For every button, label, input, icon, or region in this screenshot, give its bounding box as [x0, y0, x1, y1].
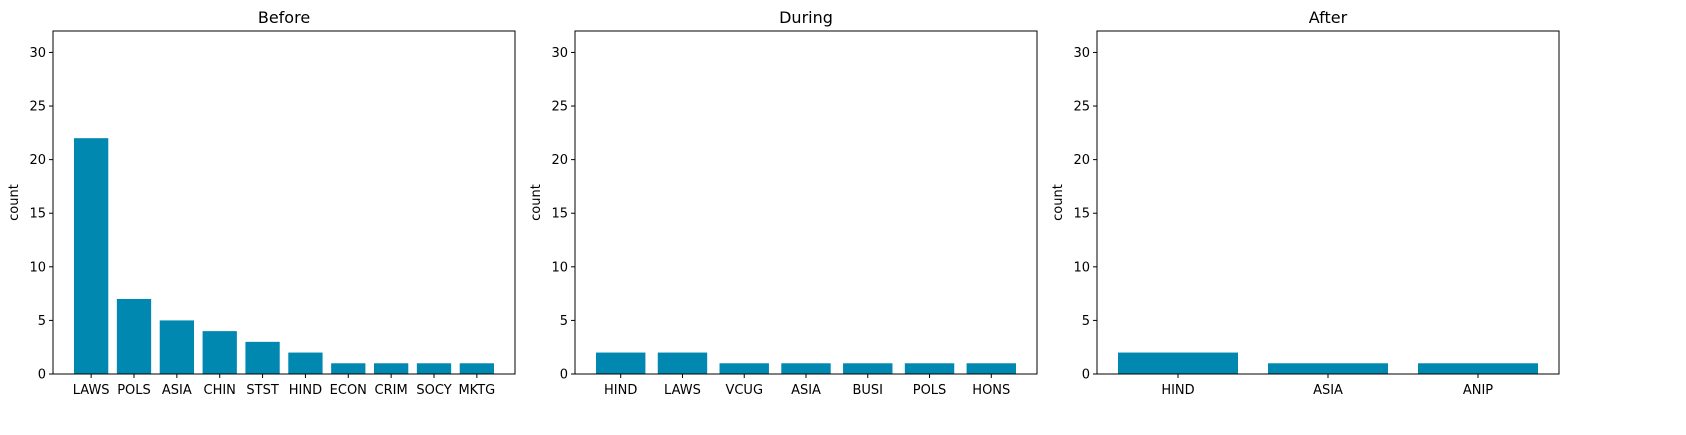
x-tick-label-hons: HONS — [972, 383, 1010, 398]
y-tick-label: 20 — [29, 153, 46, 168]
bar-hind — [1118, 352, 1238, 374]
bar-stst — [245, 341, 280, 374]
y-tick-label: 5 — [1082, 314, 1090, 329]
y-tick-label: 15 — [29, 207, 46, 222]
bar-vcug — [719, 363, 769, 374]
bar-hind — [288, 352, 323, 374]
panel-after: 0 5 10 15 20 25 30 HIND ASIA ANIP After count — [1051, 8, 1560, 398]
bar-chin — [202, 331, 237, 374]
bar-asia — [1268, 363, 1388, 374]
y-tick-label: 20 — [551, 153, 568, 168]
bar-laws — [657, 352, 708, 374]
bar-laws — [74, 138, 109, 374]
x-tick-label-anip: ANIP — [1463, 383, 1493, 398]
panel-before: 0 5 10 15 20 25 30 LAWS POLS ASIA CHIN STST HIND ECON… — [7, 8, 516, 398]
x-tick-label-hind: HIND — [604, 383, 637, 398]
y-tick-label: 5 — [38, 314, 46, 329]
x-tick-label-chin: CHIN — [204, 383, 236, 398]
bar-pols — [116, 298, 152, 374]
y-axis-label: count — [529, 184, 544, 221]
x-tick-label-asia: ASIA — [791, 383, 821, 398]
bar-hind — [596, 352, 646, 374]
y-tick-label: 20 — [1073, 153, 1090, 168]
x-tick-label-busi: BUSI — [852, 383, 883, 398]
bar-mktg — [459, 363, 494, 374]
chart-title-before: Before — [258, 8, 310, 27]
y-axis-label: count — [1051, 184, 1066, 221]
y-tick-label: 30 — [29, 46, 46, 61]
panel-during: 0 5 10 15 20 25 30 HIND LAWS VCUG ASIA BUSI POLS HONS… — [529, 8, 1038, 398]
x-tick-label-mktg: MKTG — [458, 383, 495, 398]
axes-frame — [1096, 30, 1560, 375]
bar-hons — [966, 363, 1016, 374]
y-tick-label: 0 — [38, 368, 46, 383]
bar-asia — [159, 320, 194, 374]
y-tick-label: 10 — [29, 260, 46, 275]
bar-anip — [1418, 363, 1538, 374]
bar-asia — [781, 363, 831, 374]
y-tick-label: 30 — [1073, 46, 1090, 61]
x-tick-label-pols: POLS — [913, 383, 947, 398]
x-tick-label-laws: LAWS — [664, 383, 701, 398]
chart-title-during: During — [779, 8, 833, 27]
y-tick-label: 5 — [560, 314, 568, 329]
y-tick-label: 15 — [551, 207, 568, 222]
y-tick-label: 25 — [551, 100, 568, 115]
x-tick-label-laws: LAWS — [73, 383, 110, 398]
y-tick-label: 15 — [1073, 207, 1090, 222]
axes-frame — [574, 30, 1038, 375]
x-tick-label-hind: HIND — [289, 383, 322, 398]
y-tick-label: 0 — [1082, 368, 1090, 383]
x-tick-label-asia: ASIA — [162, 383, 192, 398]
x-tick-label-stst: STST — [246, 383, 278, 398]
axes-frame — [52, 30, 516, 375]
y-axis-label: count — [7, 184, 22, 221]
bar-crim — [374, 363, 409, 374]
chart-title-after: After — [1309, 8, 1348, 27]
bar-econ — [331, 363, 366, 374]
x-tick-label-hind: HIND — [1161, 383, 1194, 398]
y-tick-label: 25 — [1073, 100, 1090, 115]
bar-pols — [904, 363, 955, 374]
bar-socy — [416, 363, 452, 374]
y-tick-label: 10 — [551, 260, 568, 275]
x-tick-label-vcug: VCUG — [725, 383, 763, 398]
y-tick-label: 25 — [29, 100, 46, 115]
y-tick-label: 10 — [1073, 260, 1090, 275]
x-tick-label-crim: CRIM — [375, 383, 408, 398]
y-tick-label: 0 — [560, 368, 568, 383]
y-tick-label: 30 — [551, 46, 568, 61]
x-tick-label-socy: SOCY — [416, 383, 451, 398]
x-tick-label-econ: ECON — [330, 383, 367, 398]
x-tick-label-asia: ASIA — [1313, 383, 1343, 398]
bar-busi — [843, 363, 893, 374]
x-tick-label-pols: POLS — [117, 383, 151, 398]
